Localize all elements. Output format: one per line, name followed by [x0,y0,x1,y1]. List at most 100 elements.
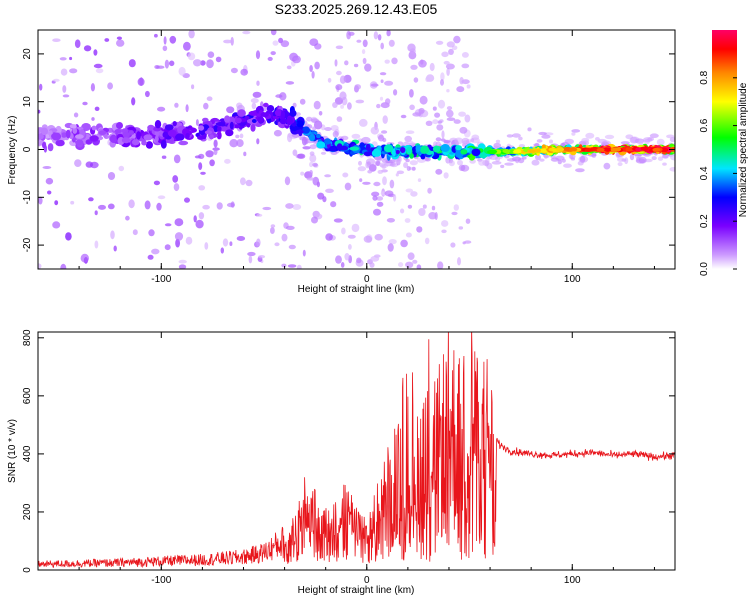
spectrogram-ridge-blob [47,143,54,152]
spectrogram-haze-blob [404,140,414,145]
spectrogram-noise-blob [206,59,214,69]
spectrogram-noise-blob [178,264,187,269]
spectrogram-noise-blob [443,172,449,179]
spectrogram-noise-blob [313,100,321,110]
snr-xtick-label: -100 [151,575,171,586]
spectrogram-noise-blob [65,232,72,241]
spectrogram-noise-blob [285,203,294,209]
spectrogram-core-blob [502,149,511,154]
spectrogram-noise-blob [174,102,179,108]
spectrogram-haze-blob [292,102,297,108]
spectrogram-noise-blob [458,226,464,230]
spectrogram-core-blob [603,147,612,152]
spectrogram-ridge-blob [175,133,185,141]
spectrogram-noise-blob [439,119,444,123]
spectrogram-noise-blob [382,115,388,124]
spectrogram-noise-blob [434,112,441,118]
spectrogram-noise-blob [95,68,104,74]
spectrogram-noise-blob [191,84,195,90]
spectrogram-noise-blob [458,111,466,117]
spectrogram-noise-blob [258,255,266,259]
spectrogram-noise-blob [281,263,287,268]
spectrogram-noise-blob [335,84,343,91]
spectrogram-noise-blob [243,151,247,157]
spectrogram-noise-blob [370,83,379,87]
spectrogram-ridge-blob [216,131,222,140]
spectrogram-ridge-blob [89,135,99,142]
spectrogram-noise-blob [377,34,382,41]
spectrogram-ridge-blob [316,133,321,139]
spectrogram-noise-blob [441,220,449,227]
spectrogram-ridge-blob [365,143,371,151]
spectrogram-haze-blob [312,126,317,131]
spectrogram-ridge-blob [185,132,190,139]
spectrogram-haze-blob [443,140,450,144]
spectrogram-noise-blob [450,242,456,248]
spectrogram-ridge-blob [178,140,189,146]
spectrogram-noise-blob [397,141,403,145]
spectrogram-ridge-blob [55,139,65,147]
spectrogram-haze-blob [666,134,675,139]
spectrogram-haze-blob [311,118,319,123]
spectrogram-ridge-blob [141,140,148,146]
spectrogram-noise-blob [139,77,144,86]
spectrogram-noise-blob [174,218,184,227]
spectrogram-ridge-blob [263,102,269,108]
spectrogram-noise-blob [270,30,277,36]
spectrogram-noise-blob [405,261,414,268]
spectrogram-ridge-blob [154,135,159,143]
spectrogram-noise-blob [318,111,323,116]
spectrogram-haze-blob [504,162,514,166]
spectrogram-noise-blob [47,190,52,195]
spectrogram-noise-blob [292,149,298,156]
spectrogram-ridge-blob [55,125,62,134]
spectrogram-ridge-blob [471,148,481,157]
spectrogram-noise-blob [286,65,292,70]
spectrogram-noise-blob [362,39,368,48]
spectrogram-noise-blob [202,204,210,210]
spectrogram-noise-blob [325,233,333,241]
spectrogram-noise-blob [82,101,88,106]
spectrogram-ridge-blob [85,139,93,145]
spectrogram-noise-blob [384,190,394,197]
spectrogram-noise-blob [162,45,168,52]
spectrogram-ridge-blob [371,149,382,157]
spectrogram-haze-blob [638,140,644,147]
spectrogram-noise-blob [104,38,110,42]
spectrogram-haze-blob [661,154,669,159]
spectrogram-noise-blob [240,68,248,76]
spectrogram-noise-blob [377,169,384,174]
spectrogram-noise-blob [417,178,422,183]
spectrogram-haze-blob [332,130,339,138]
spectrogram-noise-blob [416,226,423,233]
spectrogram-noise-blob [384,80,394,86]
spectrogram-noise-blob [311,71,315,79]
spectrogram-noise-blob [54,200,59,206]
spectrogram-haze-blob [406,166,411,171]
spectrogram-ridge-blob [91,125,97,131]
spectrogram-haze-blob [531,159,540,166]
spectrogram-noise-blob [309,161,314,168]
spectrogram-noise-blob [412,259,418,264]
spectrogram-noise-blob [441,229,447,234]
spectrogram-noise-blob [314,61,320,70]
spectrogram-noise-blob [270,227,275,234]
spectrogram-noise-blob [274,242,280,247]
spectrogram-haze-blob [649,133,659,138]
spectrogram-haze-blob [403,162,409,169]
spectrogram-noise-blob [446,67,450,76]
spectrogram-haze-blob [662,162,667,166]
spectrogram-noise-blob [235,134,240,139]
spectrogram-noise-blob [213,139,218,148]
spectrogram-noise-blob [356,39,362,43]
spectrogram-noise-blob [200,171,206,175]
spectrogram-noise-blob [418,208,426,216]
spectrogram-noise-blob [275,94,283,98]
spectrogram-noise-blob [157,106,166,112]
spectrogram-noise-blob [409,104,415,111]
snr-xlabel: Height of straight line (km) [298,585,415,596]
spectrogram-noise-blob [400,208,405,214]
spectrogram-noise-blob [436,124,444,131]
spectrogram-noise-blob [309,169,313,176]
spectrogram-haze-blob [488,154,499,160]
